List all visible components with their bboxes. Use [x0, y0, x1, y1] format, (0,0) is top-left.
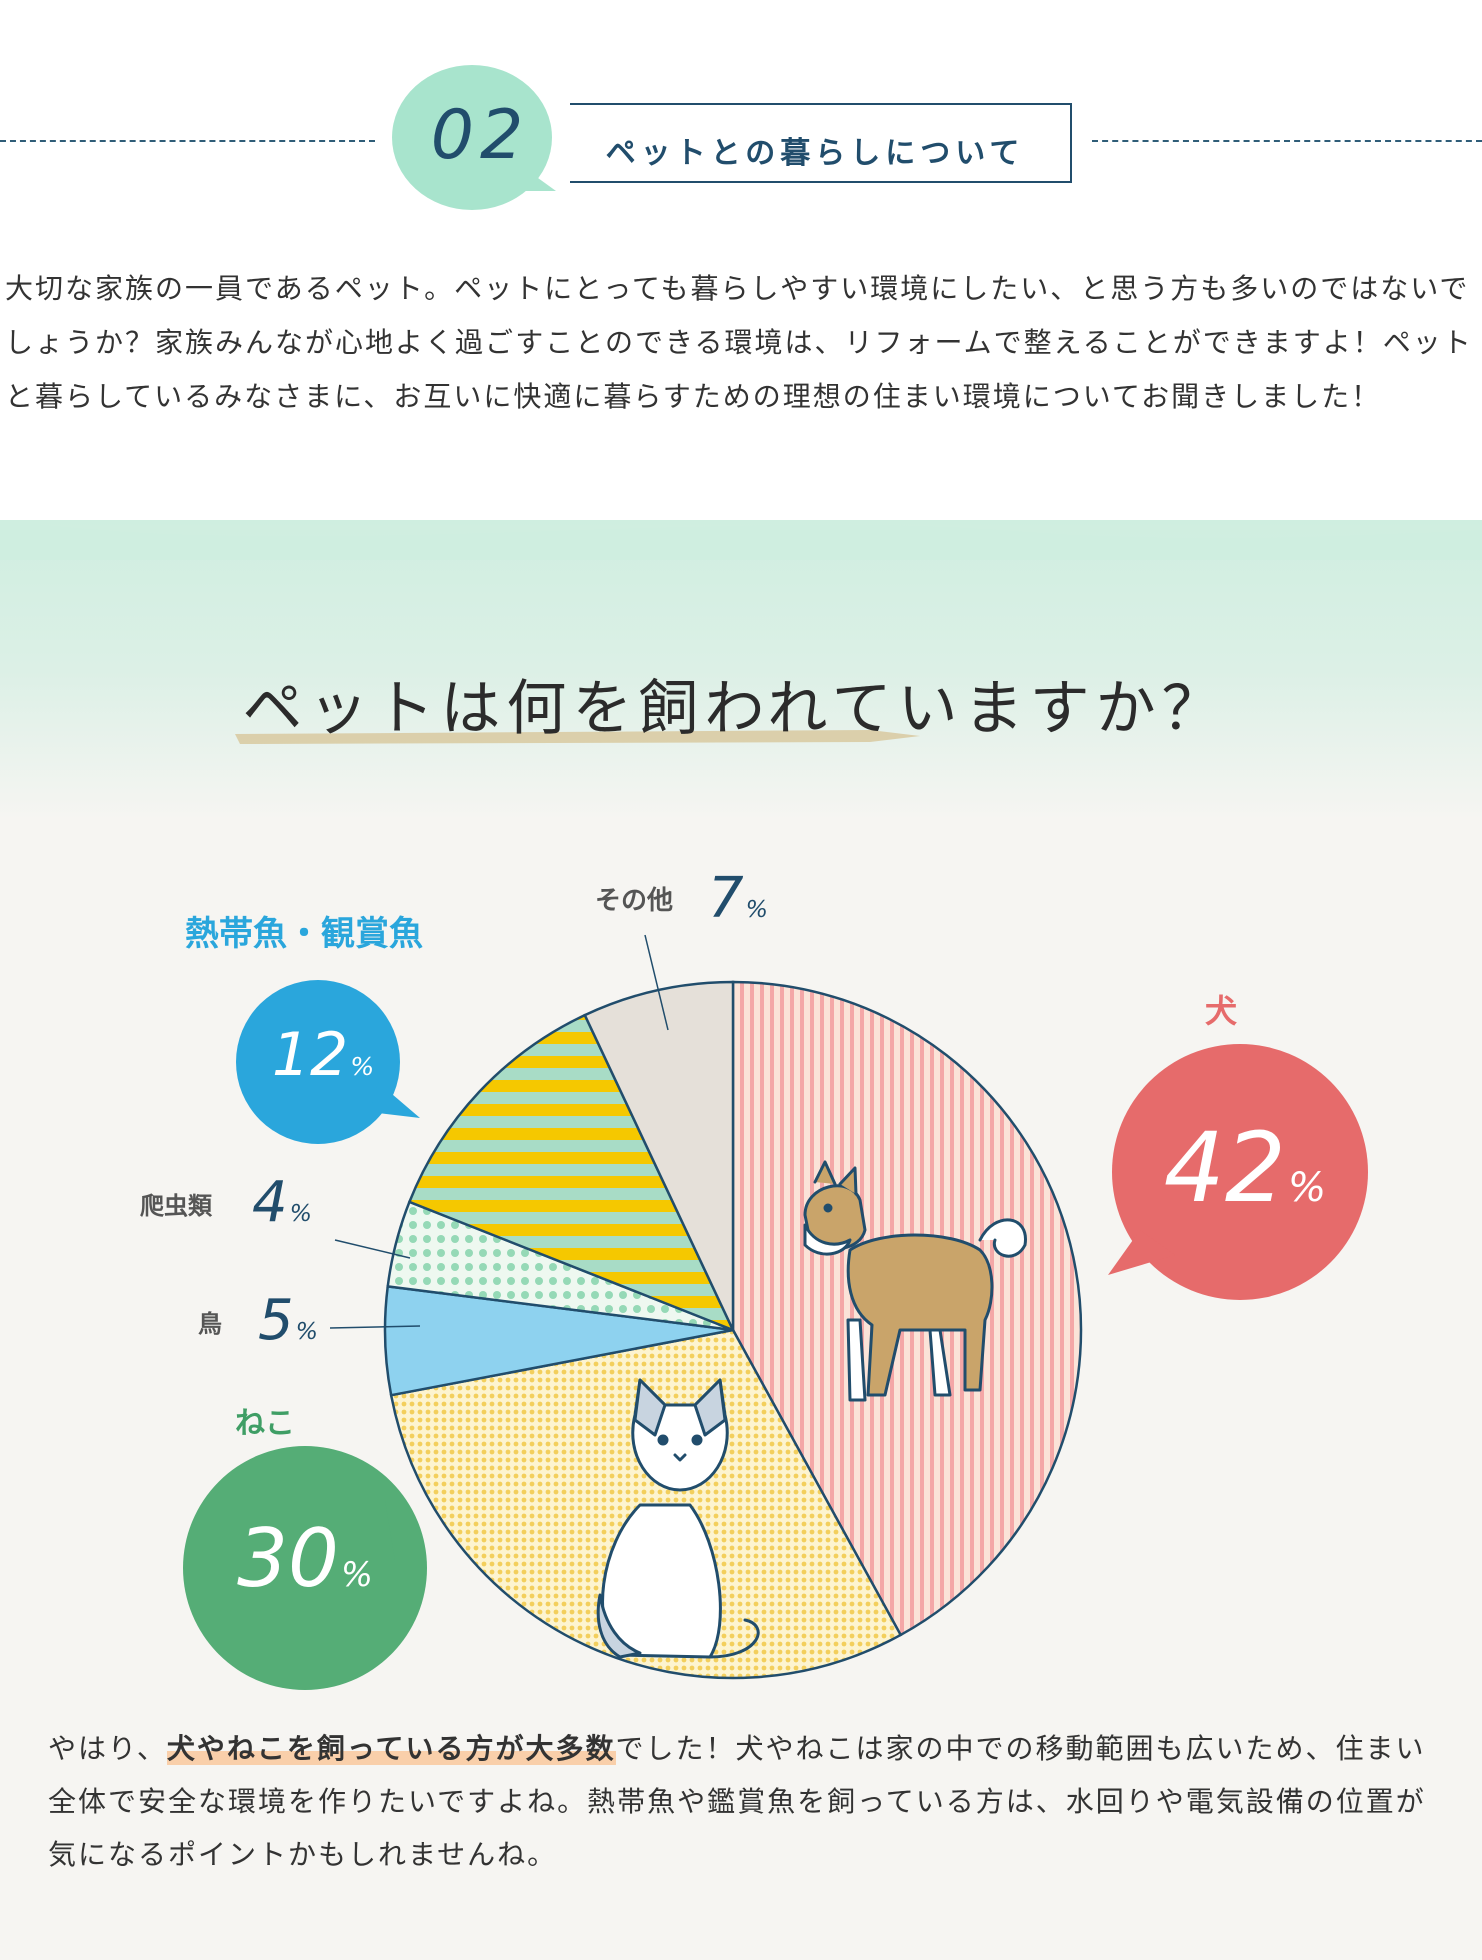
cat-value: 30% [237, 1512, 373, 1605]
label-other: その他 [595, 886, 674, 916]
bird-value: 5% [258, 1288, 318, 1353]
section-number: 02 [430, 96, 530, 175]
label-cat: ねこ [235, 1406, 295, 1441]
reptile-connector [334, 1239, 411, 1259]
other-connector [644, 934, 669, 1031]
question-title: ペットは何を飼われていますか？ [242, 674, 1228, 744]
question-underline-brush [235, 730, 920, 744]
dashed-divider-left [0, 140, 375, 142]
dog-bubble [1108, 1044, 1368, 1300]
section-title: ペットとの暮らしについて [605, 136, 1025, 171]
section-title-frame [570, 103, 1072, 183]
cat-icon [596, 1378, 760, 1659]
dashed-divider-right [1092, 140, 1482, 142]
reptile-value: 4% [252, 1170, 312, 1235]
fish-bubble [236, 980, 420, 1144]
slice-other [583, 980, 735, 1331]
panel-wave-top [0, 520, 1482, 560]
intro-paragraph: 大切な家族の一員であるペット。ペットにとっても暮らしやすい環境にしたい、と思う方… [5, 272, 1473, 413]
conclusion-lead: やはり、 [48, 1732, 167, 1765]
section-header: 02 ペットとの暮らしについて [0, 60, 1482, 230]
pie-chart [329, 934, 1083, 1680]
cat-bubble [183, 1446, 427, 1690]
other-value: 7% [708, 866, 768, 931]
conclusion-highlight: 犬やねこを飼っている方が大多数 [166, 1732, 616, 1765]
conclusion-rest: でした！犬やねこは家の中での移動範囲も広いため、住まい全体で安全な環境を作りたい… [48, 1732, 1426, 1871]
dog-icon [803, 1160, 1027, 1402]
label-fish: 熱帯魚・観賞魚 [185, 914, 423, 954]
fish-value: 12% [271, 1020, 375, 1090]
section-number-bubble-tail [520, 165, 556, 191]
conclusion-paragraph: やはり、犬やねこを飼っている方が大多数でした！犬やねこは家の中での移動範囲も広い… [48, 1722, 1448, 1881]
label-dog: 犬 [1205, 992, 1238, 1030]
dog-value: 42% [1163, 1112, 1327, 1224]
label-bird: 鳥 [198, 1310, 222, 1338]
slice-fish [407, 1013, 736, 1333]
bird-connector [329, 1325, 421, 1329]
label-reptile: 爬虫類 [140, 1192, 212, 1220]
